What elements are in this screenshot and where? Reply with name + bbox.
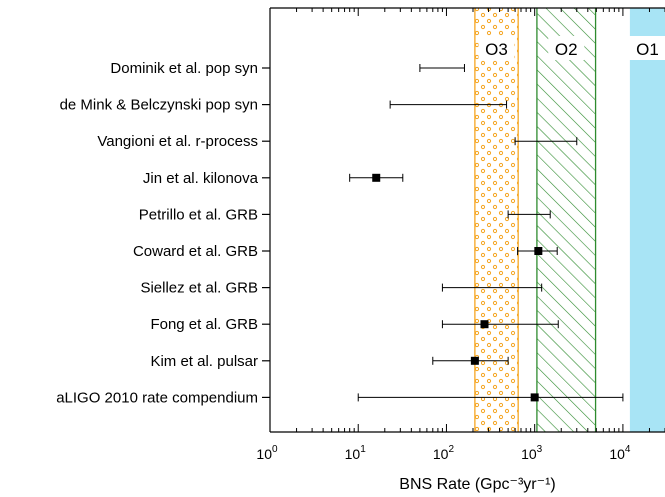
data-point-8 [470,356,479,365]
x-tick-label-base: 10 [433,446,449,462]
category-label: Jin et al. kilonova [143,170,259,187]
x-tick-label-base: 10 [521,446,537,462]
data-point-3 [372,173,381,182]
x-tick-label-base: 10 [609,446,625,462]
category-label: Coward et al. GRB [133,243,258,260]
observing-run-bands: O3 O2 O1 [474,8,665,432]
category-label: aLIGO 2010 rate compendium [56,389,258,406]
category-label: de Mink & Belczynski pop syn [60,97,258,114]
axes: Dominik et al. pop syn de Mink & Belczyns… [56,7,665,493]
band-o3-region [474,8,519,432]
x-tick-label-exponent: 3 [537,444,543,455]
x-tick-label: 101 [345,444,367,462]
band-o1-region [629,8,665,432]
x-tick-label: 102 [433,444,455,462]
band-o2-region [536,8,596,432]
category-label: Dominik et al. pop syn [110,60,258,77]
x-axis-title: BNS Rate (Gpc⁻³yr⁻¹) [399,476,555,493]
x-tick-label-exponent: 4 [625,444,631,455]
x-tick-label-exponent: 1 [360,444,366,455]
data-point-7 [480,320,489,329]
x-tick-label-base: 10 [256,446,272,462]
category-label: Petrillo et al. GRB [139,206,258,223]
x-tick-label-exponent: 0 [272,444,278,455]
band-o1-label-bg [629,36,665,60]
x-tick-label: 104 [609,444,631,462]
x-tick-label: 100 [256,444,278,462]
rate-estimates [349,64,624,402]
x-tick-label-base: 10 [345,446,361,462]
band-o1-label: O1 [636,40,659,59]
data-point-9 [530,393,539,402]
category-label: Siellez et al. GRB [140,280,258,297]
x-tick-label: 103 [521,444,543,462]
band-o3-label: O3 [485,40,508,59]
band-o2-label-bg [548,36,585,60]
band-o2-label: O2 [555,40,578,59]
band-o3-label-bg [478,36,515,60]
data-point-5 [534,247,543,255]
category-label: Fong et al. GRB [150,316,258,333]
category-label: Kim et al. pulsar [150,353,258,370]
category-label: Vangioni et al. r-process [97,133,258,150]
x-tick-label-exponent: 2 [448,444,454,455]
